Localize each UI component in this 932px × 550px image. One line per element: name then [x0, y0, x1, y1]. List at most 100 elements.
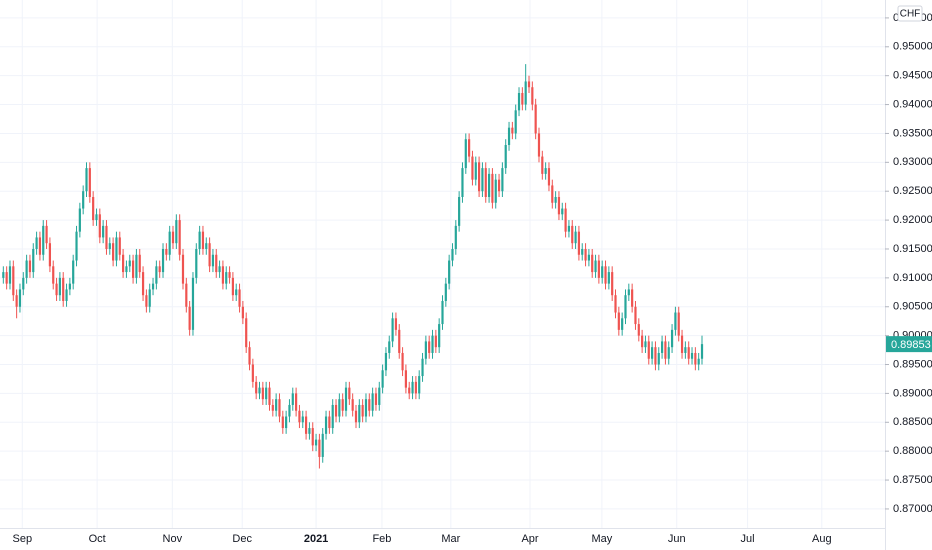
candle-body: [275, 399, 278, 411]
y-tick-label: 0.87000: [893, 503, 932, 515]
candle-body: [324, 416, 328, 434]
axes: 0.87000 0.87500 0.88000 0.88500 0.89000 0.895…: [13, 12, 932, 545]
candle-body: [341, 399, 344, 411]
candle-body: [700, 344, 704, 359]
candle-body: [311, 428, 314, 446]
candle-body: [424, 341, 427, 359]
candle-body: [298, 410, 301, 423]
candle-body: [122, 254, 125, 273]
candle-body: [168, 231, 171, 255]
candle-body: [477, 162, 481, 192]
candle-body: [255, 381, 258, 394]
candle-body: [557, 196, 561, 215]
candle-body: [631, 289, 634, 307]
candle-body: [544, 168, 547, 174]
candle-body: [611, 272, 614, 296]
candle-body: [125, 266, 128, 273]
candle-body: [278, 399, 281, 417]
candle-body: [165, 248, 168, 255]
candle-body: [354, 410, 358, 423]
candle-body: [581, 248, 584, 255]
candle-body: [248, 347, 251, 365]
candle-body: [651, 347, 654, 359]
candle-body: [464, 139, 467, 169]
candle-body: [491, 173, 494, 203]
x-tick-label: Nov: [163, 533, 183, 545]
candle-body: [551, 185, 554, 203]
y-tick-label: 0.95000: [893, 41, 932, 53]
candle-body: [594, 260, 597, 273]
candle-body: [394, 318, 398, 330]
candle-body: [151, 283, 155, 290]
candle-body: [514, 110, 517, 134]
candle-body: [38, 237, 42, 255]
candle-body: [112, 243, 115, 261]
candle-body: [48, 243, 52, 267]
candle-body: [408, 387, 411, 394]
candle-body: [208, 243, 211, 267]
candle-body: [128, 260, 131, 267]
candle-body: [72, 260, 75, 284]
candle-body: [378, 387, 381, 405]
candle-body: [58, 277, 61, 296]
candle-body: [458, 196, 461, 226]
candle-body: [687, 347, 690, 359]
candle-body: [138, 254, 141, 273]
candle-body: [694, 352, 697, 365]
candle-body: [205, 243, 208, 249]
y-tick-label: 0.88500: [893, 416, 932, 428]
candle-body: [22, 277, 25, 290]
candle-body: [218, 266, 221, 273]
candle-body: [181, 254, 185, 284]
candle-body: [371, 393, 374, 411]
candle-body: [225, 272, 228, 284]
candle-body: [281, 416, 284, 429]
candle-body: [301, 416, 304, 423]
candle-body: [268, 387, 271, 405]
candle-body: [604, 266, 607, 284]
currency-badge[interactable]: [897, 5, 923, 22]
candle-body: [55, 283, 58, 296]
candle-body: [68, 283, 71, 290]
candle-body: [258, 387, 261, 394]
candle-body: [368, 399, 371, 411]
candle-body: [251, 364, 254, 382]
candle-body: [571, 225, 574, 244]
candle-body: [584, 248, 587, 261]
candle-body: [607, 272, 610, 284]
candle-body: [574, 231, 577, 244]
x-tick-label: Aug: [812, 533, 832, 545]
candle-body: [494, 179, 497, 203]
candle-body: [601, 266, 604, 278]
candle-body: [561, 208, 564, 215]
candle-body: [534, 104, 537, 134]
candle-body: [597, 260, 600, 278]
candle-body: [358, 404, 361, 423]
candle-body: [517, 93, 521, 111]
currency-label: CHF: [900, 9, 921, 20]
candle-body: [65, 289, 68, 301]
x-tick-label: Feb: [372, 533, 391, 545]
candle-body: [18, 289, 22, 307]
candle-body: [474, 162, 477, 180]
candle-body: [684, 347, 687, 353]
candle-body: [444, 283, 447, 301]
y-tick-label: 0.93500: [893, 127, 932, 139]
candle-body: [504, 144, 507, 169]
candle-body: [667, 347, 670, 359]
candle-body: [461, 168, 464, 197]
candle-body: [344, 387, 348, 411]
candle-body: [118, 237, 121, 255]
candle-body: [201, 231, 205, 249]
candle-body: [388, 341, 391, 353]
candle-body: [334, 404, 338, 417]
candle-body: [680, 335, 684, 353]
candle-body: [108, 243, 111, 249]
candle-body: [531, 87, 534, 105]
candle-body: [501, 168, 504, 192]
candle-body: [564, 208, 567, 232]
y-tick-label: 0.93000: [893, 156, 932, 168]
candle-body: [438, 324, 441, 348]
candle-body: [547, 168, 551, 186]
candle-body: [288, 404, 291, 417]
